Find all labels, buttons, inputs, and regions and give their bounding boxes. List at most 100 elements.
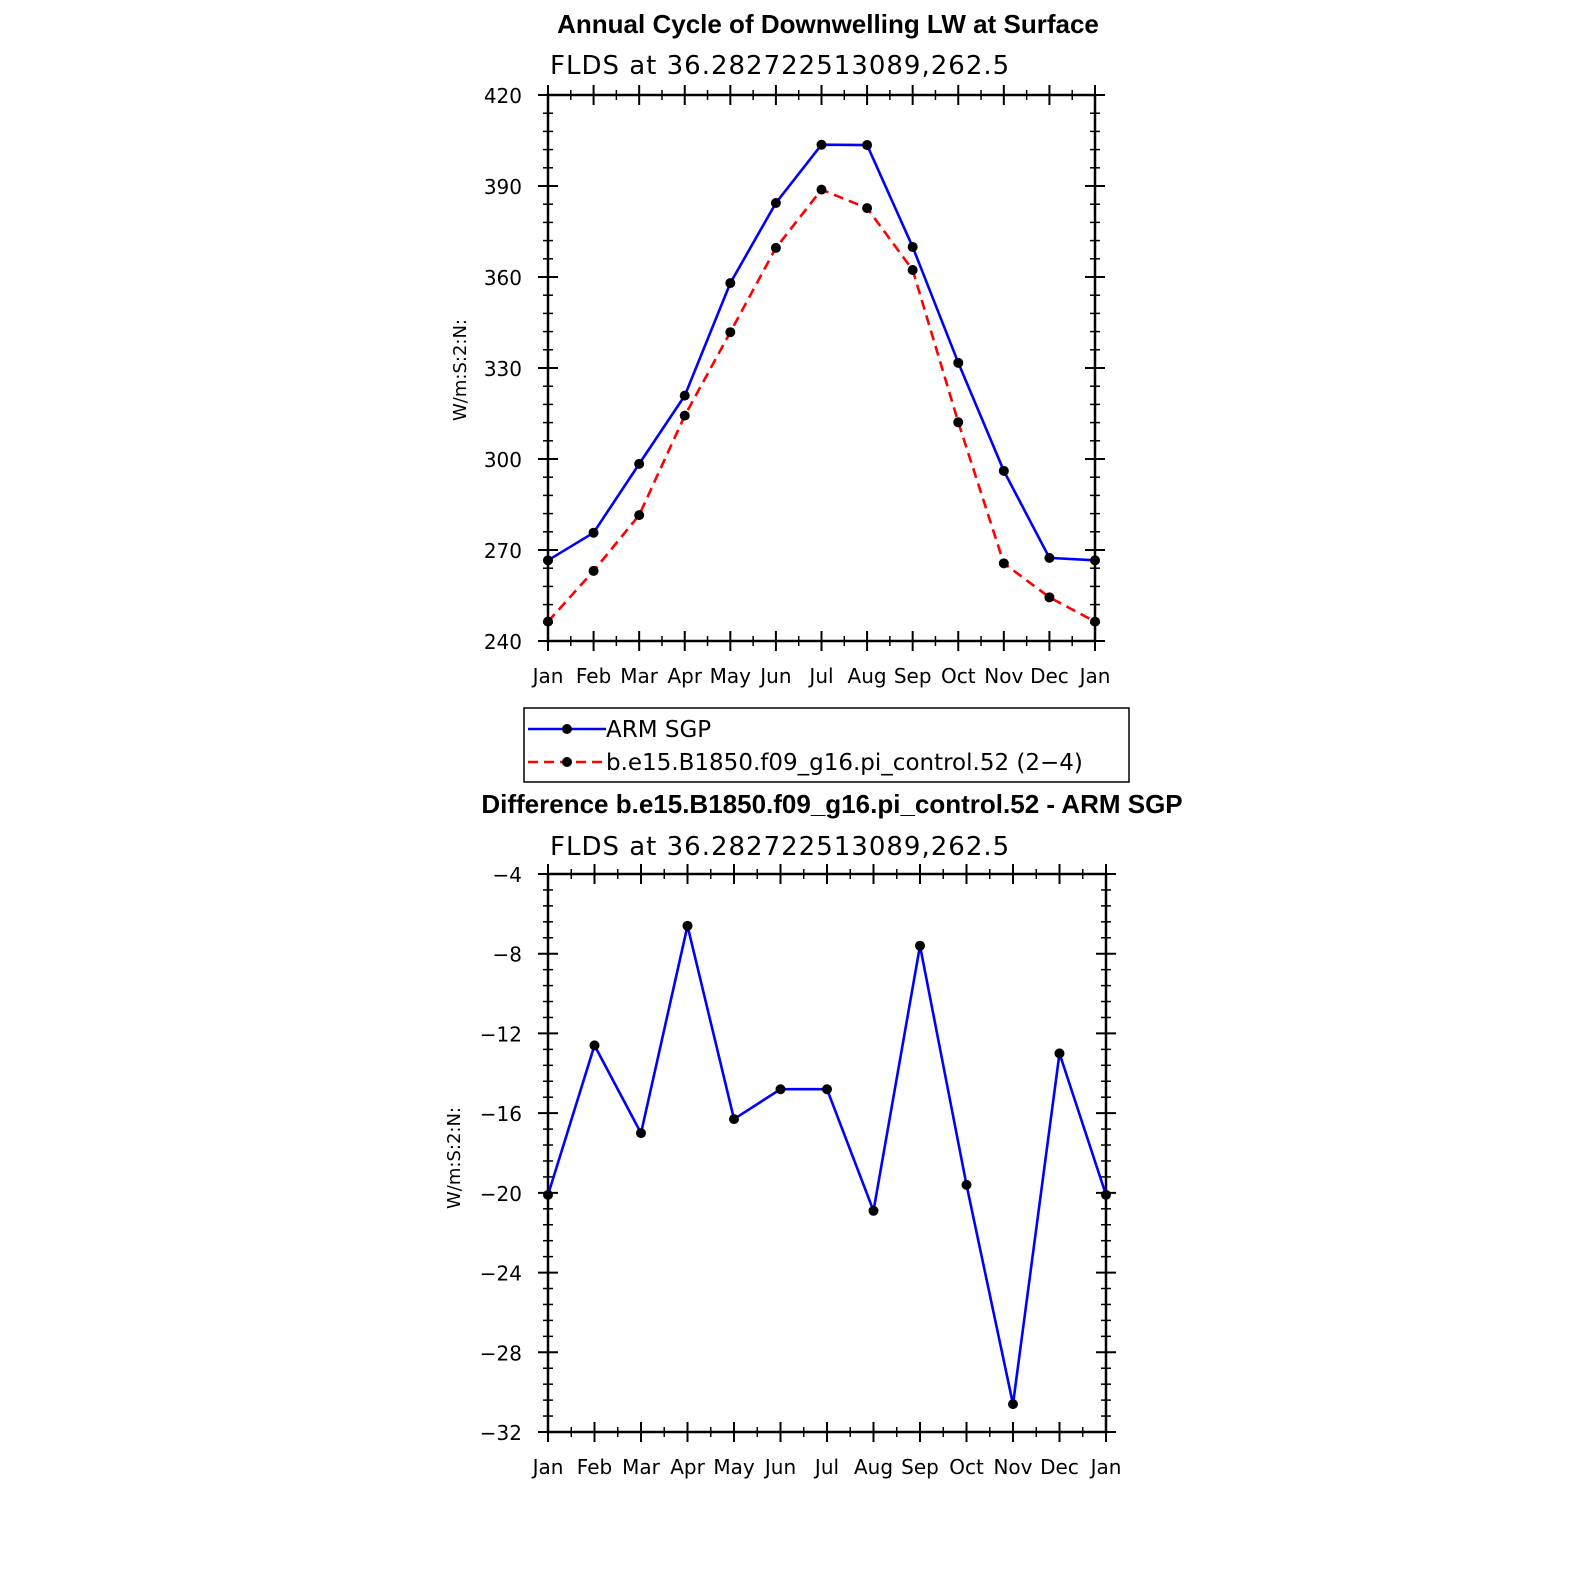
legend-label-model: b.e15.B1850.f09_g16.pi_control.52 (2−4) <box>606 750 1083 776</box>
y-tick-label: 270 <box>484 539 522 563</box>
chart2-title: Difference b.e15.B1850.f09_g16.pi_contro… <box>481 789 1182 819</box>
y-tick-label: −24 <box>480 1262 522 1286</box>
series-0-point <box>915 940 925 951</box>
y-tick-label: 240 <box>484 630 522 654</box>
x-tick-label: Jun <box>763 1455 796 1479</box>
x-tick-label: Oct <box>941 664 976 688</box>
x-tick-label: Jul <box>807 664 833 688</box>
series-0-point <box>729 1114 739 1125</box>
series-1-point <box>862 203 873 214</box>
y-tick-label: −28 <box>480 1341 522 1365</box>
series-1-point <box>679 410 690 421</box>
series-0-point <box>725 278 736 289</box>
series-line-0 <box>547 143 1096 562</box>
series-1-point <box>1090 616 1100 627</box>
series-0-point <box>998 465 1009 476</box>
y-tick-label: −8 <box>493 943 522 967</box>
series-0-point <box>961 1179 972 1190</box>
x-tick-label: Feb <box>577 1455 612 1479</box>
y-tick-label: 300 <box>484 448 522 472</box>
chart2-subtitle: FLDS at 36.282722513089,262.5 <box>550 832 1010 862</box>
series-1-point <box>998 558 1009 569</box>
series-0-point <box>907 241 918 252</box>
y-tick-label: −4 <box>493 863 522 887</box>
series-0-point <box>1101 1189 1111 1200</box>
series-1-point <box>543 616 553 627</box>
x-tick-label: Sep <box>894 664 932 688</box>
series-0-point <box>770 197 781 208</box>
plot-frame <box>546 872 1108 1434</box>
chart1-title: Annual Cycle of Downwelling LW at Surfac… <box>557 9 1099 39</box>
chart1-subtitle: FLDS at 36.282722513089,262.5 <box>550 51 1010 81</box>
x-tick-label: Feb <box>576 664 611 688</box>
series-0-point <box>588 527 599 538</box>
x-tick-label: Mar <box>620 664 659 688</box>
x-tick-label: Aug <box>854 1455 893 1479</box>
y-tick-label: 330 <box>484 357 522 381</box>
y-tick-label: 360 <box>484 266 522 290</box>
series-line-0 <box>546 925 1108 1405</box>
legend-label-arm: ARM SGP <box>606 717 711 743</box>
chart2-ylabel: W/m:S:2:N: <box>444 1107 465 1209</box>
series-0-point <box>822 1084 832 1095</box>
series-1-point <box>816 184 827 195</box>
x-tick-label: May <box>713 1455 755 1479</box>
series-0-point <box>1008 1399 1018 1410</box>
legend-marker-model <box>562 757 572 767</box>
y-tick-label: −16 <box>480 1102 522 1126</box>
x-tick-label: Jun <box>758 664 791 688</box>
x-tick-label: Jan <box>1089 1455 1122 1479</box>
x-tick-label: Mar <box>622 1455 661 1479</box>
x-tick-label: Dec <box>1030 664 1069 688</box>
series-1-point <box>588 565 599 576</box>
series-0-point <box>1044 552 1055 563</box>
legend-marker-arm <box>562 724 572 734</box>
y-tick-label: −12 <box>480 1022 522 1046</box>
x-tick-label: Apr <box>670 1455 705 1479</box>
series-1-point <box>634 510 645 521</box>
series-1-point <box>907 265 918 276</box>
y-tick-label: 420 <box>484 84 522 108</box>
series-0-point <box>953 357 964 368</box>
series-1-point <box>725 327 736 338</box>
x-tick-label: Aug <box>848 664 887 688</box>
series-0-point <box>775 1084 786 1095</box>
series-line-1 <box>547 188 1096 623</box>
x-tick-label: Apr <box>667 664 702 688</box>
x-tick-label: Nov <box>984 664 1023 688</box>
series-0-point <box>589 1040 600 1051</box>
series-0-point <box>1090 555 1100 566</box>
series-0-point <box>543 555 553 566</box>
chart1-ylabel: W/m:S:2:N: <box>450 319 471 421</box>
chart2-plot: Jan Feb Mar Apr May Jun Jul Aug Sep Oct Nov Dec Jan−… <box>480 863 1122 1479</box>
series-0-point <box>682 920 693 931</box>
y-tick-label: −20 <box>480 1182 522 1206</box>
x-tick-label: Nov <box>993 1455 1032 1479</box>
x-tick-label: Sep <box>901 1455 939 1479</box>
series-1-point <box>1044 592 1055 603</box>
x-tick-label: Dec <box>1040 1455 1079 1479</box>
y-tick-label: −32 <box>480 1421 522 1445</box>
legend: ARM SGP b.e15.B1850.f09_g16.pi_control.5… <box>523 707 1130 783</box>
x-tick-label: Jan <box>531 664 564 688</box>
series-0-point <box>636 1128 646 1139</box>
series-0-point <box>679 390 690 401</box>
series-1-point <box>770 242 781 253</box>
x-tick-label: Jul <box>813 1455 839 1479</box>
x-tick-label: Jan <box>531 1455 564 1479</box>
series-0-point <box>868 1205 879 1216</box>
series-0-point <box>543 1189 553 1200</box>
x-tick-label: May <box>710 664 752 688</box>
legend-box <box>523 707 1130 783</box>
series-0-point <box>634 458 645 469</box>
chart1-plot: Jan Feb Mar Apr May Jun Jul Aug Sep Oct Nov Dec Jan 2… <box>484 84 1111 688</box>
series-0-point <box>862 140 873 151</box>
series-0-point <box>816 139 827 150</box>
series-0-point <box>1054 1048 1065 1059</box>
x-tick-label: Oct <box>949 1455 984 1479</box>
y-tick-label: 390 <box>484 175 522 199</box>
series-1-point <box>953 417 964 428</box>
plot-frame <box>546 93 1097 643</box>
x-tick-label: Jan <box>1078 664 1111 688</box>
